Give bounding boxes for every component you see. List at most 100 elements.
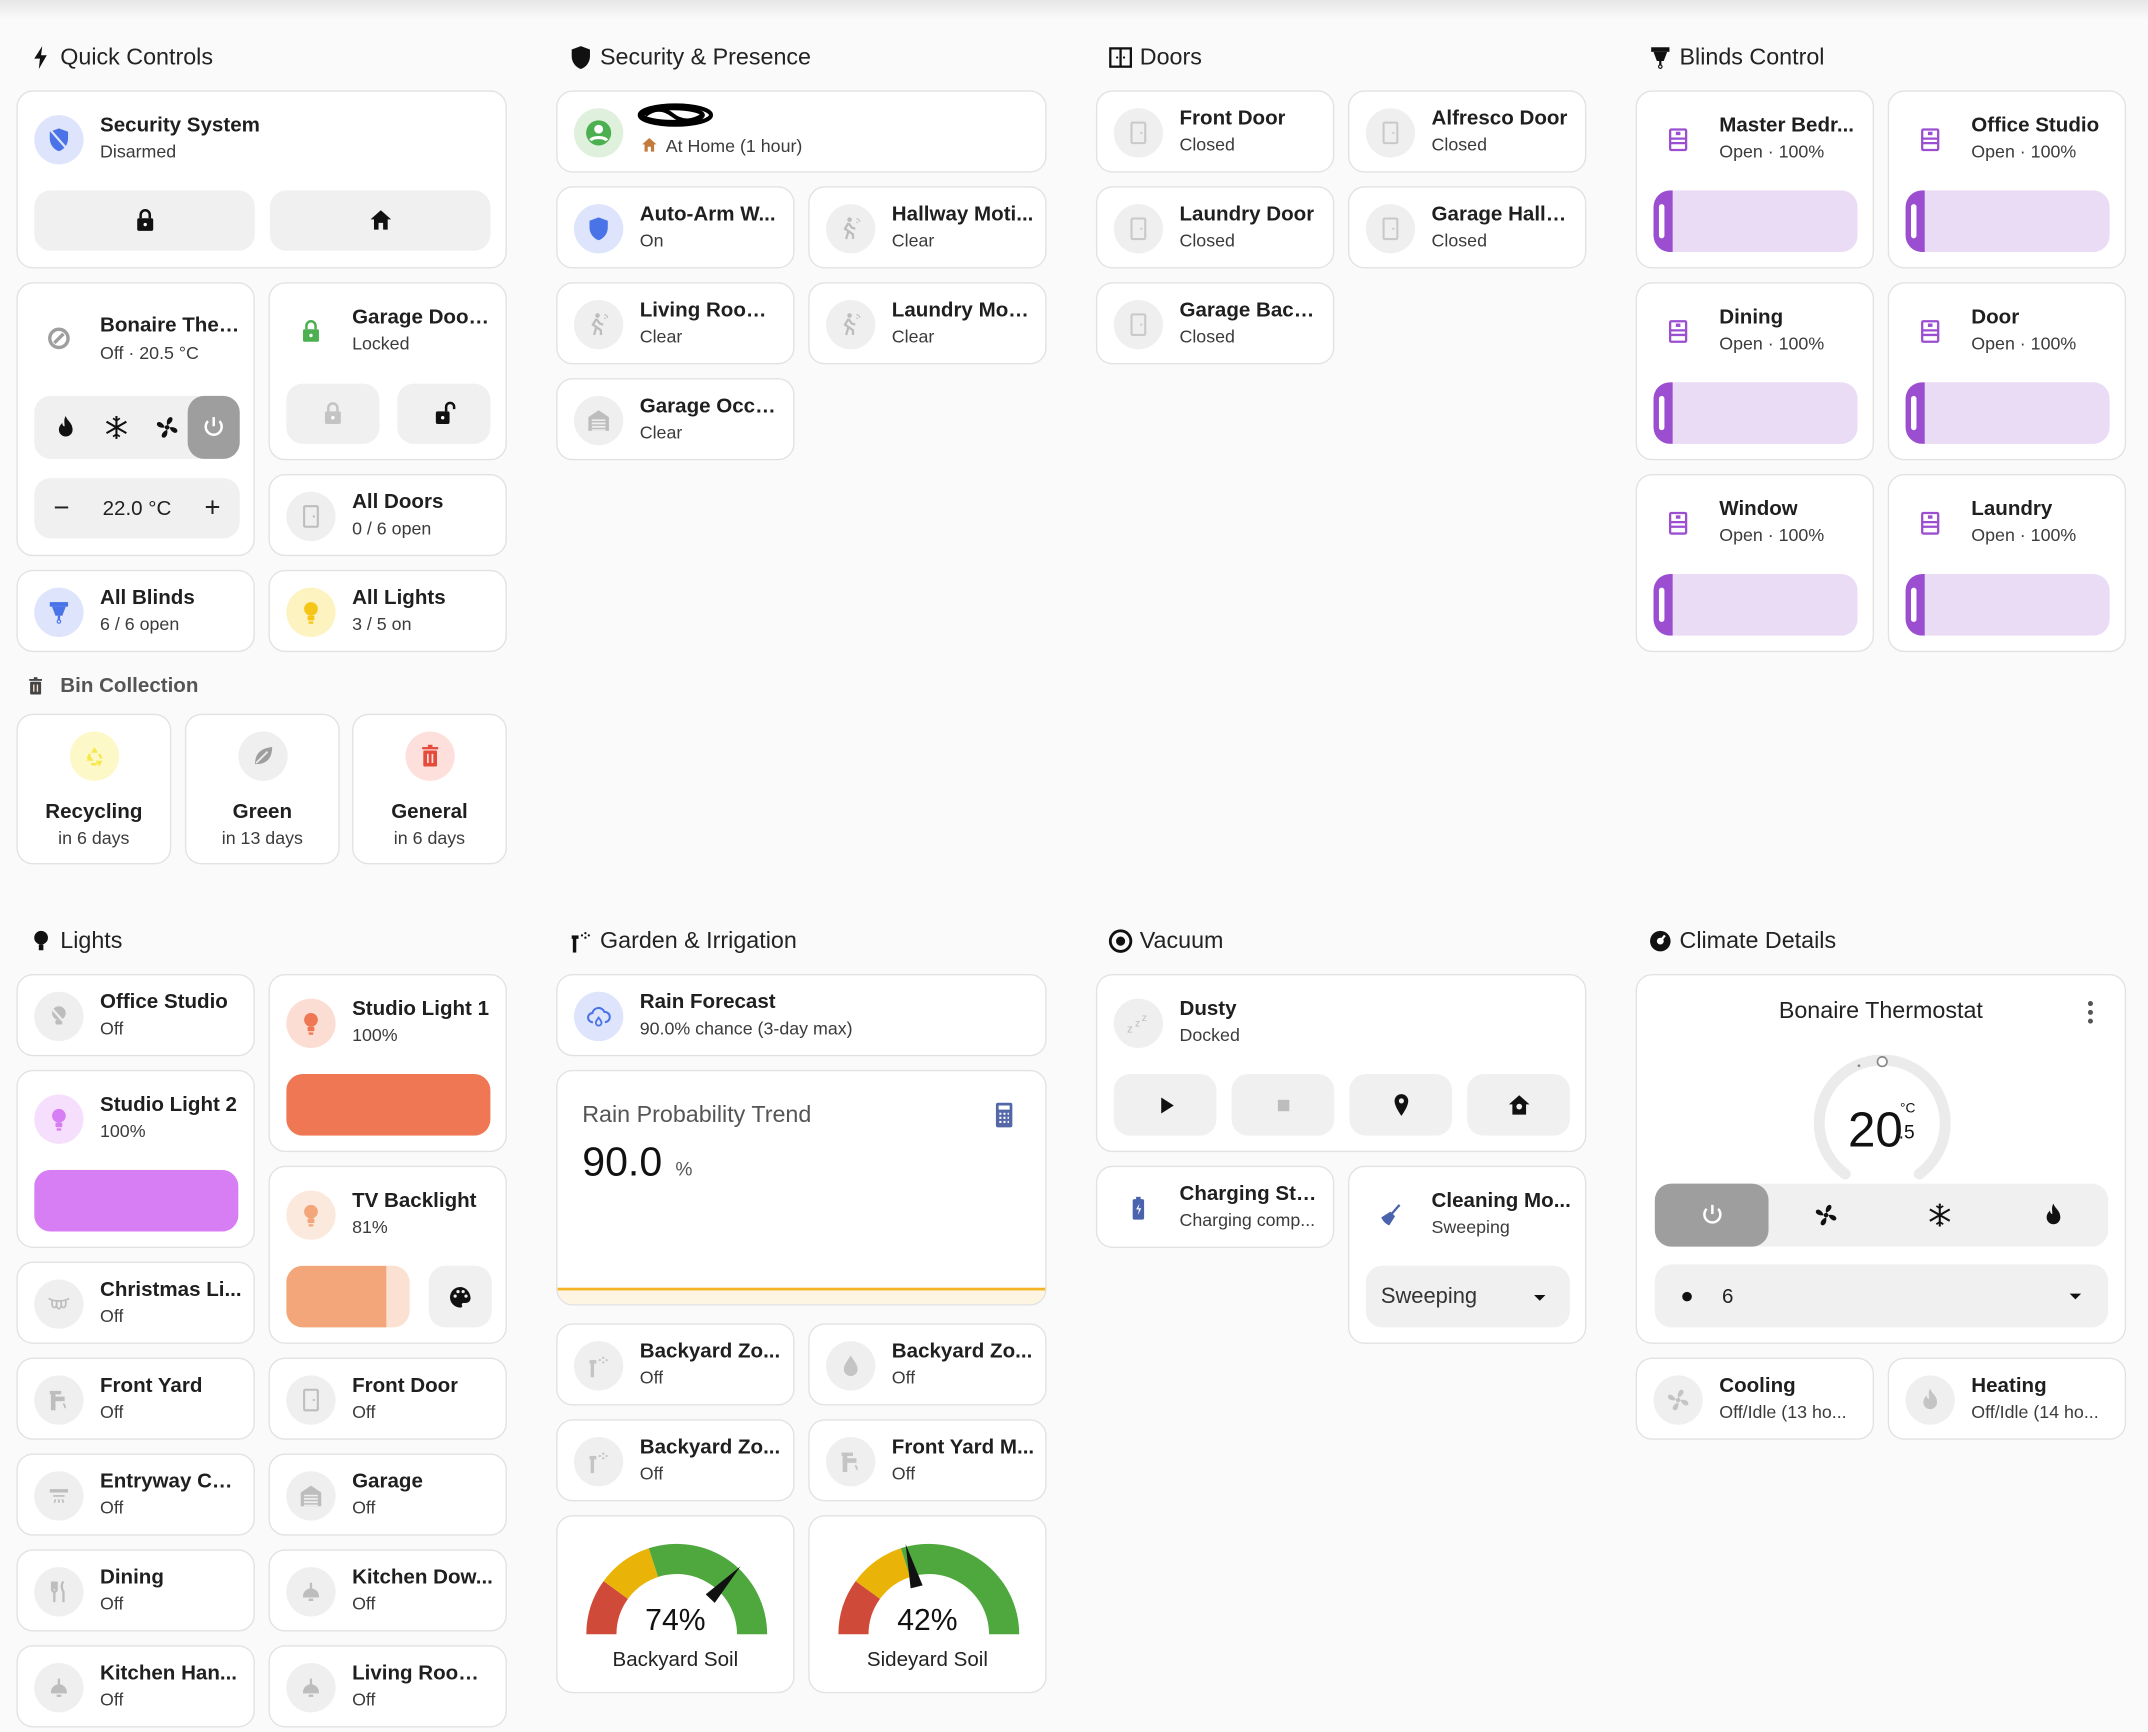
bin-card[interactable]: Green in 13 days xyxy=(184,713,340,865)
door-tile[interactable]: Front Door Closed xyxy=(1095,90,1335,173)
start-button[interactable] xyxy=(1113,1074,1217,1136)
temp-increase-button[interactable]: + xyxy=(204,492,221,523)
blind-card[interactable]: Door Open · 100% xyxy=(1887,282,2127,461)
rain-trend-card[interactable]: Rain Probability Trend 90.0% xyxy=(556,1069,1047,1306)
fan-mode-button[interactable] xyxy=(144,396,191,459)
slider-handle-mark xyxy=(1658,204,1665,239)
bin-card[interactable]: General in 6 days xyxy=(352,713,507,865)
light-tile[interactable]: Living Room ... Off xyxy=(268,1645,507,1728)
charging-status-tile[interactable]: Charging Sta... Charging comp... xyxy=(1095,1165,1335,1248)
cleaning-mode-card[interactable]: Cleaning Mo... Sweeping Sweeping xyxy=(1347,1165,1587,1344)
light-tile[interactable]: Kitchen Han... Off xyxy=(16,1645,255,1728)
heating-status-tile[interactable]: Heating Off/Idle (14 ho... xyxy=(1887,1357,2127,1440)
all-blinds-tile[interactable]: All Blinds 6 / 6 open xyxy=(16,569,255,653)
cool-mode-button[interactable] xyxy=(93,396,140,459)
person-card[interactable]: At Home (1 hour) xyxy=(556,90,1047,173)
arm-home-button[interactable] xyxy=(269,190,491,251)
garage-door-lock-card[interactable]: Garage Door ... Locked xyxy=(268,282,507,461)
rain-forecast-tile[interactable]: Rain Forecast 90.0% chance (3-day max) xyxy=(556,973,1047,1057)
irrigation-zone-tile[interactable]: Front Yard M... Off xyxy=(808,1419,1047,1502)
heat-mode-button[interactable] xyxy=(42,396,89,459)
light-tile[interactable]: TV Backlight 81% xyxy=(268,1165,507,1344)
blind-position-slider[interactable] xyxy=(1905,382,2110,444)
blind-card[interactable]: Laundry Open · 100% xyxy=(1887,473,2127,653)
doors-icon xyxy=(1107,44,1134,71)
bin-card[interactable]: Recycling in 6 days xyxy=(16,713,172,865)
light-tile[interactable]: Kitchen Dow... Off xyxy=(268,1549,507,1632)
blind-position-slider[interactable] xyxy=(1653,190,1858,253)
brightness-slider[interactable] xyxy=(286,1074,491,1136)
light-tile[interactable]: Front Door Off xyxy=(268,1357,507,1440)
light-tile-downlight-icon xyxy=(34,1663,84,1713)
color-palette-button[interactable] xyxy=(428,1265,492,1328)
sensor-tile[interactable]: Auto-Arm W... On xyxy=(556,186,795,269)
blind-card[interactable]: Office Studio Open · 100% xyxy=(1887,90,2127,269)
light-tile[interactable]: Entryway Cor... Off xyxy=(16,1453,255,1536)
blind-card[interactable]: Master Bedr... Open · 100% xyxy=(1635,90,1875,269)
light-tile[interactable]: Christmas Li... Off xyxy=(16,1261,255,1344)
temp-decrease-button[interactable]: − xyxy=(53,492,70,523)
heat-mode-button[interactable] xyxy=(1996,1184,2110,1247)
return-to-dock-button[interactable] xyxy=(1467,1074,1570,1136)
irrigation-zone-tile[interactable]: Backyard Zo... Off xyxy=(556,1419,795,1502)
light-tile-downlight-icon xyxy=(286,1567,336,1617)
light-tile[interactable]: Studio Light 2 100% xyxy=(16,1069,255,1248)
sensor-tile-name: Living Room ... xyxy=(639,298,783,322)
light-tile[interactable]: Dining Off xyxy=(16,1549,255,1632)
sensor-tile[interactable]: Laundry Moti... Clear xyxy=(808,282,1047,365)
blind-position-slider[interactable] xyxy=(1653,573,1858,636)
blind-card[interactable]: Dining Open · 100% xyxy=(1635,282,1875,461)
thermostat-card-thermo-icon xyxy=(34,314,83,363)
all-doors-tile[interactable]: All Doors 0 / 6 open xyxy=(268,473,507,557)
all-blinds-tile-state: 6 / 6 open xyxy=(100,613,180,635)
fan-speed-select[interactable]: 6 xyxy=(1654,1264,2109,1328)
door-tile[interactable]: Garage Back... Closed xyxy=(1095,282,1335,365)
brightness-slider[interactable] xyxy=(286,1265,410,1328)
cooling-status-tile[interactable]: Cooling Off/Idle (13 ho... xyxy=(1635,1357,1875,1440)
charging-status-tile-state: Charging comp... xyxy=(1179,1209,1316,1231)
blind-position-slider[interactable] xyxy=(1905,573,2110,636)
light-tile[interactable]: Garage Off xyxy=(268,1453,507,1536)
off-mode-button[interactable] xyxy=(1654,1183,1769,1247)
thermostat-card[interactable]: Bonaire Ther... Off · 20.5 °C − 22.0 °C + xyxy=(16,282,255,557)
door-tile-name: Alfresco Door xyxy=(1431,106,1568,131)
cooling-status-tile-name: Cooling xyxy=(1719,1374,1796,1398)
locate-button[interactable] xyxy=(1349,1074,1453,1136)
sensor-tile[interactable]: Garage Occu... Clear xyxy=(556,378,795,461)
security-system-card-state: Disarmed xyxy=(100,141,177,162)
unlock-button[interactable] xyxy=(397,383,491,444)
vacuum-card[interactable]: z z z Dusty Docked xyxy=(1095,973,1587,1153)
off-mode-button[interactable] xyxy=(187,395,240,459)
arm-away-button[interactable] xyxy=(34,190,255,251)
light-tile[interactable]: Front Yard Off xyxy=(16,1357,255,1440)
blind-card[interactable]: Window Open · 100% xyxy=(1635,473,1875,653)
vacuum-icon xyxy=(1107,927,1134,954)
sensor-tile[interactable]: Hallway Moti... Clear xyxy=(808,186,1047,269)
irrigation-zone-tile[interactable]: Backyard Zo... Off xyxy=(556,1323,795,1406)
blind-position-slider[interactable] xyxy=(1653,382,1858,444)
heating-status-tile-state: Off/Idle (14 ho... xyxy=(1971,1401,2099,1422)
blind-position-slider[interactable] xyxy=(1905,190,2110,253)
door-tile[interactable]: Laundry Door Closed xyxy=(1095,186,1335,269)
soil-gauge-card[interactable]: 42% Sideyard Soil xyxy=(808,1515,1047,1694)
security-system-card[interactable]: Security System Disarmed xyxy=(16,90,507,269)
sensor-tile-state: Clear xyxy=(639,421,683,443)
door-tile-door-icon xyxy=(1113,300,1164,350)
stop-button[interactable] xyxy=(1231,1074,1335,1136)
more-options-icon[interactable] xyxy=(2075,997,2105,1027)
sensor-tile[interactable]: Living Room ... Clear xyxy=(556,282,795,365)
door-tile[interactable]: Alfresco Door Closed xyxy=(1347,90,1587,173)
all-lights-tile[interactable]: All Lights 3 / 5 on xyxy=(268,569,507,653)
light-tile[interactable]: Office Studio Off xyxy=(16,973,255,1057)
brightness-slider[interactable] xyxy=(34,1169,239,1232)
cool-mode-button[interactable] xyxy=(1882,1184,1996,1247)
fan-mode-button[interactable] xyxy=(1769,1184,1883,1247)
temperature-dial[interactable] xyxy=(1813,1054,1951,1192)
light-tile[interactable]: Studio Light 1 100% xyxy=(268,973,507,1153)
all-blinds-tile-blindhdr-icon-glyph xyxy=(49,602,69,624)
irrigation-zone-tile[interactable]: Backyard Zo... Off xyxy=(808,1323,1047,1406)
cleaning-mode-select[interactable]: Sweeping xyxy=(1365,1265,1570,1328)
lock-button[interactable] xyxy=(286,383,380,444)
door-tile[interactable]: Garage Hallw... Closed xyxy=(1347,186,1587,269)
soil-gauge-card[interactable]: 74% Backyard Soil xyxy=(556,1515,795,1694)
